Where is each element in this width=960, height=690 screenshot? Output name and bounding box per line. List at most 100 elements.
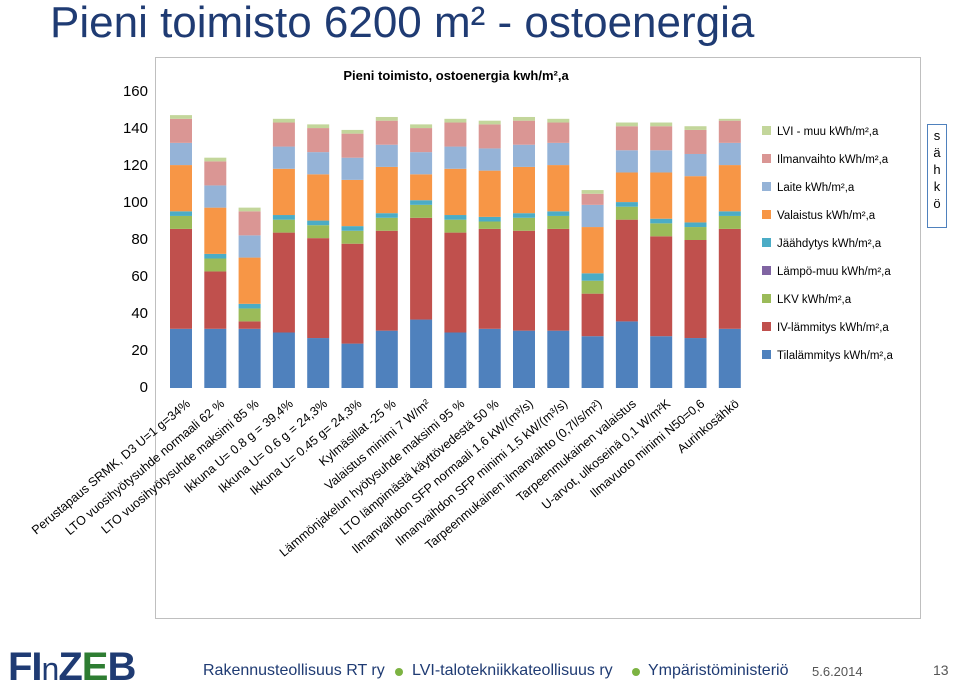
legend-swatch: [762, 182, 771, 191]
page-number: 13: [933, 662, 949, 678]
bar-segment: [718, 165, 741, 212]
bar-segment: [410, 217, 433, 320]
legend-label: Valaistus kWh/m²,a: [777, 210, 876, 222]
bar-segment: [718, 215, 741, 229]
bar-segment: [238, 303, 261, 309]
y-tick-label: 120: [122, 157, 148, 174]
bar-segment: [615, 321, 638, 388]
bar-segment: [204, 185, 227, 208]
bar-segment: [581, 293, 604, 337]
bar-segment: [444, 168, 467, 216]
bar-segment: [170, 118, 192, 143]
bar-segment: [307, 128, 330, 153]
bar-segment: [170, 142, 192, 166]
bar-segment: [650, 150, 673, 173]
bar-segment: [684, 129, 707, 154]
y-tick-label: 80: [131, 231, 148, 248]
bar-segment: [547, 211, 570, 216]
bar-segment: [684, 240, 707, 339]
bar-segment: [684, 176, 707, 223]
side-text-letter: k: [933, 179, 941, 194]
y-tick-label: 160: [122, 83, 148, 100]
bar-segment: [615, 202, 638, 207]
footer-separator-dot: [632, 668, 640, 676]
bar-segment: [650, 172, 673, 219]
bar-segment: [581, 204, 604, 228]
bar-segment: [410, 124, 433, 129]
bar-segment: [615, 219, 638, 322]
bar-segment: [272, 219, 295, 233]
bar-segment: [478, 221, 501, 229]
legend-label: Lämpö-muu kWh/m²,a: [777, 266, 891, 278]
bar-segment: [581, 280, 604, 294]
bar-segment: [718, 142, 741, 166]
bar-segment: [170, 328, 192, 388]
bar-segment: [513, 330, 535, 388]
bar-segment: [547, 215, 570, 229]
bar-segment: [170, 211, 192, 216]
bar-segment: [170, 165, 192, 212]
bar-segment: [272, 146, 295, 169]
bar-segment: [547, 118, 570, 123]
side-text-letter: s: [933, 128, 941, 143]
bar-segment: [718, 120, 741, 143]
bar-segment: [444, 219, 467, 233]
bar-segment: [581, 336, 604, 388]
bar-segment: [238, 328, 261, 388]
bar-segment: [272, 215, 295, 220]
bar-segment: [615, 122, 638, 127]
bar-segment: [307, 338, 330, 388]
legend-swatch: [762, 266, 771, 275]
bar-segment: [341, 133, 364, 158]
bar-segment: [444, 332, 467, 388]
bar-segment: [650, 218, 673, 224]
bar-segment: [204, 157, 227, 162]
page-title: Pieni toimisto 6200 m² - ostoenergia: [50, 0, 755, 47]
bar-segment: [718, 118, 741, 121]
legend-swatch: [762, 294, 771, 303]
bar-segment: [444, 215, 467, 220]
legend-swatch: [762, 238, 771, 247]
bar-segment: [375, 120, 398, 145]
y-tick-label: 100: [122, 194, 148, 211]
y-tick-label: 0: [139, 379, 148, 396]
bar-segment: [615, 172, 638, 203]
bar-segment: [204, 253, 227, 259]
bar-segment: [204, 271, 227, 329]
bar-segment: [410, 128, 433, 153]
bar-segment: [444, 146, 467, 169]
bar-segment: [410, 204, 433, 218]
bar-segment: [615, 126, 638, 151]
bar-segment: [513, 116, 535, 121]
bar-segment: [444, 118, 467, 123]
legend-label: IV-lämmitys kWh/m²,a: [777, 322, 889, 334]
y-tick-label: 140: [122, 120, 148, 137]
bar-segment: [341, 243, 364, 344]
bar-segment: [410, 319, 433, 388]
side-text-letter: ö: [933, 196, 941, 211]
bar-segment: [238, 211, 261, 236]
y-tick-label: 60: [131, 268, 148, 285]
bar-segment: [204, 161, 227, 186]
bar-segment: [410, 174, 433, 201]
bar-segment: [581, 193, 604, 205]
y-tick-label: 20: [131, 342, 148, 359]
bar-segment: [444, 232, 467, 333]
bar-segment: [478, 124, 501, 149]
side-text-letter: ä: [933, 145, 941, 160]
bar-segment: [375, 166, 398, 214]
bar-segment: [513, 230, 535, 331]
bar-segment: [341, 230, 364, 244]
bar-segment: [547, 122, 570, 143]
bar-segment: [170, 228, 192, 329]
legend-label: Jäähdytys kWh/m²,a: [777, 238, 882, 250]
bar-segment: [272, 232, 295, 333]
footer-org-lvi: LVI-talotekniikkateollisuus ry: [412, 662, 613, 679]
bar-segment: [307, 220, 330, 226]
bar-segment: [272, 118, 295, 123]
legend-label: Tilalämmitys kWh/m²,a: [777, 350, 893, 362]
chart-title: Pieni toimisto, ostoenergia kwh/m²,a: [343, 68, 569, 83]
bar-segment: [238, 321, 261, 329]
bar-segment: [204, 258, 227, 272]
